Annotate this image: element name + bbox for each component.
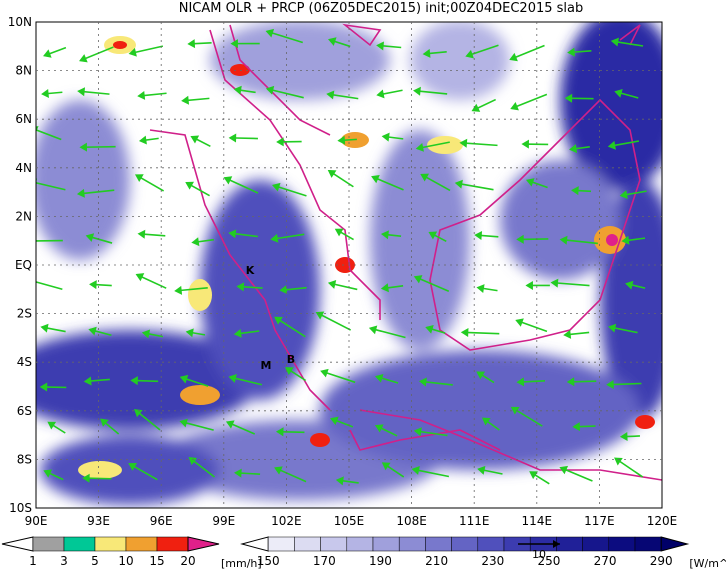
place-label: K <box>246 264 255 277</box>
colorbar-tick-label: 20 <box>180 554 195 568</box>
colorbar-tick-label: 210 <box>425 554 448 568</box>
rain-cell <box>310 433 330 447</box>
lon-label: 96E <box>150 514 173 528</box>
lon-label: 114E <box>522 514 553 528</box>
colorbar-swatch <box>583 537 609 551</box>
arrow-head <box>26 278 32 284</box>
lon-label: 105E <box>334 514 365 528</box>
lat-label: 4N <box>15 161 32 175</box>
colorbar-tick-label: 230 <box>481 554 504 568</box>
colorbar-swatch <box>556 537 582 551</box>
lat-label: 6N <box>15 112 32 126</box>
lon-label: 99E <box>212 514 235 528</box>
colorbar-tick-label: 290 <box>650 554 673 568</box>
rain-cell <box>606 234 618 246</box>
rain-cell <box>180 385 220 405</box>
colorbar-unit: [mm/h] <box>221 557 262 570</box>
cloud <box>500 160 620 280</box>
arrow-head <box>30 238 35 244</box>
colorbar-tick-label: 150 <box>257 554 280 568</box>
lat-label: 10N <box>8 15 32 29</box>
colorbar-swatch <box>95 537 126 551</box>
colorbar-swatch <box>373 537 399 551</box>
colorbar-swatch <box>635 537 661 551</box>
colorbar-tick-label: 15 <box>149 554 164 568</box>
rain-cell <box>188 279 212 311</box>
cloud <box>30 100 130 260</box>
title: NICAM OLR + PRCP (06Z05DEC2015) init;00Z… <box>179 1 584 16</box>
colorbar-end <box>242 537 268 551</box>
colorbar-swatch <box>452 537 478 551</box>
colorbar-swatch <box>294 537 320 551</box>
colorbar-swatch <box>33 537 64 551</box>
colorbar-tick-label: 270 <box>594 554 617 568</box>
colorbar-swatch <box>609 537 635 551</box>
colorbar-swatch <box>64 537 95 551</box>
lon-label: 120E <box>647 514 678 528</box>
colorbar-swatch <box>425 537 451 551</box>
cloud <box>40 435 220 505</box>
cloud <box>410 20 510 100</box>
lat-label: 2N <box>15 209 32 223</box>
lat-label: 8N <box>15 64 32 78</box>
colorbar-tick-label: 3 <box>60 554 68 568</box>
colorbar-swatch <box>157 537 188 551</box>
lon-label: 93E <box>87 514 110 528</box>
lat-label: EQ <box>15 258 32 272</box>
place-label: B <box>287 353 295 366</box>
lat-label: 4S <box>17 355 32 369</box>
arrow-head <box>30 180 36 186</box>
colorbar-tick-label: 5 <box>91 554 99 568</box>
colorbar-tick-label: 190 <box>369 554 392 568</box>
lon-label: 111E <box>459 514 490 528</box>
colorbar-end <box>2 537 33 551</box>
colorbar-tick-label: 1 <box>29 554 37 568</box>
colorbar-swatch <box>268 537 294 551</box>
place-label: M <box>261 359 272 372</box>
rain-cell <box>113 41 127 49</box>
map-area <box>0 10 680 508</box>
cloud <box>320 350 640 470</box>
colorbar-tick-label: 10 <box>118 554 133 568</box>
colorbar-swatch <box>347 537 373 551</box>
colorbar-swatch <box>126 537 157 551</box>
lon-label: 90E <box>25 514 48 528</box>
lat-label: 10S <box>9 501 32 515</box>
lon-label: 117E <box>584 514 615 528</box>
colorbar-tick-label: 170 <box>313 554 336 568</box>
lon-label: 108E <box>396 514 427 528</box>
colorbar-end <box>661 537 687 551</box>
rain-cell <box>635 415 655 429</box>
colorbar-end <box>188 537 219 551</box>
rain-cell <box>78 461 122 479</box>
cloud <box>370 130 470 350</box>
colorbar-swatch <box>399 537 425 551</box>
lat-label: 8S <box>17 452 32 466</box>
colorbar-unit: [W/m^2] <box>689 557 726 570</box>
lon-label: 102E <box>271 514 302 528</box>
reference-vector-label: 10 <box>532 548 546 561</box>
lat-label: 2S <box>17 307 32 321</box>
colorbar-swatch <box>321 537 347 551</box>
colorbar-swatch <box>478 537 504 551</box>
lat-label: 6S <box>17 404 32 418</box>
precip-colorbar: 1 3 5 10 15 20 [mm/h] <box>2 537 262 570</box>
rain-cell <box>230 64 250 76</box>
